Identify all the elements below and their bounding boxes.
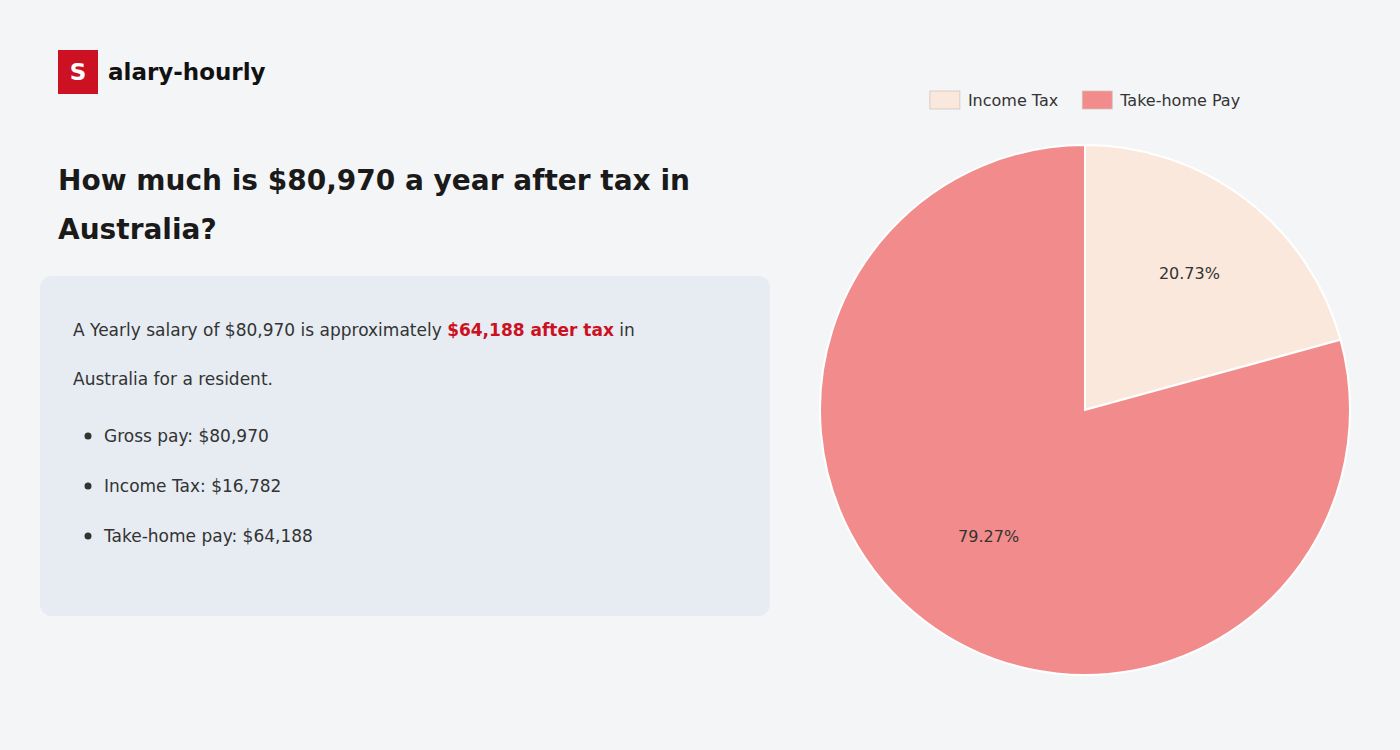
bullet-text: Take-home pay: $64,188 xyxy=(103,526,313,546)
data-labels: 20.73% 79.27% xyxy=(958,264,1220,546)
bullet xyxy=(85,533,92,540)
title: How much is $80,970 a year after tax in xyxy=(58,164,690,197)
data-label: 79.27% xyxy=(958,527,1019,546)
pie xyxy=(820,145,1350,675)
pie-slice xyxy=(820,145,1350,675)
legend-item: Income Tax xyxy=(930,91,1058,110)
background xyxy=(0,0,1400,750)
legend-label: Income Tax xyxy=(968,91,1058,110)
bullet-text: Income Tax: $16,782 xyxy=(104,476,281,496)
legend-swatch xyxy=(930,91,960,109)
logo-text: alary-hourly xyxy=(108,59,266,85)
data-label: 20.73% xyxy=(1159,264,1220,283)
info-text: A Yearly salary of $80,970 is approximat… xyxy=(73,320,447,340)
chart: Salary-hourly How much is $80,970 a year … xyxy=(0,0,1400,750)
legend-label: Take-home Pay xyxy=(1119,91,1240,110)
legend: Income Tax Take-home Pay xyxy=(930,91,1240,110)
info-line: A Yearly salary of $80,970 is approximat… xyxy=(73,320,635,340)
bullet-text: Gross pay: $80,970 xyxy=(104,426,269,446)
info-box xyxy=(40,276,770,616)
logo: Salary-hourly xyxy=(58,50,266,94)
info-text: Australia for a resident. xyxy=(73,369,273,389)
legend-item: Take-home Pay xyxy=(1082,91,1240,110)
info-highlight: $64,188 after tax xyxy=(447,320,614,340)
bullet xyxy=(85,433,92,440)
title: Australia? xyxy=(58,213,217,246)
legend-swatch xyxy=(1082,91,1112,109)
info-text: in xyxy=(614,320,635,340)
logo-letter: S xyxy=(70,59,87,85)
bullet xyxy=(85,483,92,490)
logo-box xyxy=(58,50,98,94)
